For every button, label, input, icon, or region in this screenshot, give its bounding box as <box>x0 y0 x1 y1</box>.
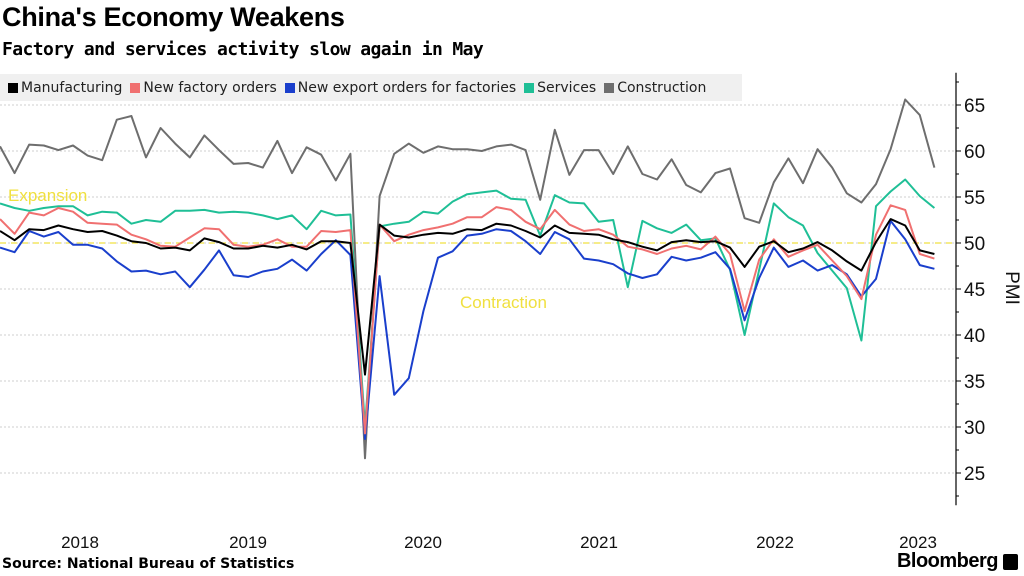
x-tick-label: 2023 <box>899 533 937 552</box>
legend-label: New export orders for factories <box>297 79 517 96</box>
series-line-manufacturing <box>0 218 935 376</box>
bloomberg-chart-icon <box>1003 554 1018 570</box>
source-note: Source: National Bureau of Statistics <box>2 556 295 572</box>
chart-title: China's Economy Weakens <box>2 2 345 32</box>
chart-subtitle: Factory and services activity slow again… <box>2 39 484 60</box>
legend-label: Manufacturing <box>21 79 123 96</box>
legend: Manufacturing New factory orders New expor… <box>0 74 742 101</box>
legend-item: Services <box>524 80 596 96</box>
series-line-services <box>0 178 936 428</box>
y-tick-label: 65 <box>964 96 985 117</box>
legend-swatch <box>604 82 615 93</box>
legend-label: Construction <box>617 79 707 96</box>
series-line-new-factory-orders <box>0 204 935 435</box>
annotation-contraction: Contraction <box>460 293 547 312</box>
y-axis-label: PMI <box>1001 271 1022 305</box>
x-tick-label: 2019 <box>229 533 267 552</box>
series-line-construction <box>0 98 936 460</box>
legend-swatch <box>284 82 295 93</box>
x-tick-label: 2022 <box>756 533 794 552</box>
y-tick-label: 30 <box>964 418 985 439</box>
y-tick-label: 60 <box>964 142 985 163</box>
y-tick-label: 50 <box>964 234 985 255</box>
bloomberg-logo: Bloomberg <box>896 550 999 572</box>
legend-swatch <box>8 82 18 93</box>
legend-item: Construction <box>604 80 706 96</box>
y-tick-label: 40 <box>964 326 985 347</box>
legend-swatch <box>524 82 535 93</box>
legend-label: New factory orders <box>143 79 277 96</box>
series-line-new-export-orders-for-factories <box>0 219 935 440</box>
annotation-expansion: Expansion <box>8 186 87 205</box>
x-tick-label: 2018 <box>61 533 99 552</box>
y-tick-label: 25 <box>964 464 985 485</box>
legend-swatch <box>130 82 141 93</box>
legend-label: Services <box>537 79 597 96</box>
legend-item: New factory orders <box>130 79 277 96</box>
x-tick-label: 2021 <box>580 533 618 552</box>
y-tick-label: 35 <box>964 372 985 393</box>
legend-item: New export orders for factories <box>284 79 517 96</box>
x-tick-label: 2020 <box>404 533 442 552</box>
y-tick-label: 45 <box>964 280 985 301</box>
y-tick-label: 55 <box>964 188 985 209</box>
legend-item: Manufacturing <box>8 80 122 96</box>
